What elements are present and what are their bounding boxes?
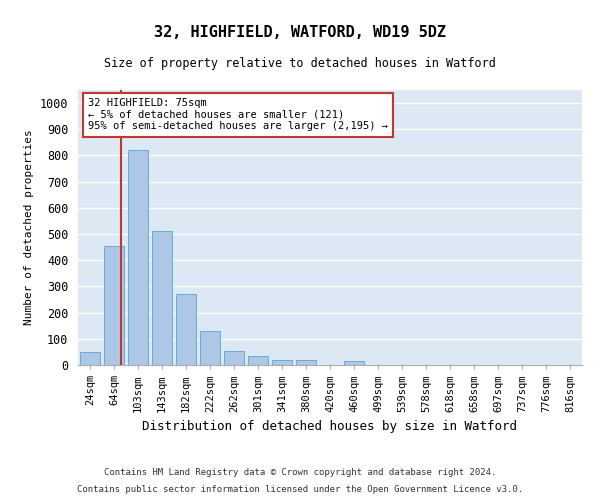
Bar xyxy=(80,352,100,365)
Text: Contains HM Land Registry data © Crown copyright and database right 2024.: Contains HM Land Registry data © Crown c… xyxy=(104,468,496,477)
Bar xyxy=(272,360,292,365)
Text: 32, HIGHFIELD, WATFORD, WD19 5DZ: 32, HIGHFIELD, WATFORD, WD19 5DZ xyxy=(154,25,446,40)
Bar xyxy=(128,150,148,365)
Bar xyxy=(248,356,268,365)
Bar xyxy=(224,350,244,365)
Bar xyxy=(104,246,124,365)
Text: Size of property relative to detached houses in Watford: Size of property relative to detached ho… xyxy=(104,58,496,70)
Y-axis label: Number of detached properties: Number of detached properties xyxy=(24,130,34,326)
Bar xyxy=(296,360,316,365)
Bar xyxy=(200,331,220,365)
Text: Contains public sector information licensed under the Open Government Licence v3: Contains public sector information licen… xyxy=(77,484,523,494)
Bar xyxy=(344,361,364,365)
Bar xyxy=(152,232,172,365)
Text: 32 HIGHFIELD: 75sqm
← 5% of detached houses are smaller (121)
95% of semi-detach: 32 HIGHFIELD: 75sqm ← 5% of detached hou… xyxy=(88,98,388,132)
Bar xyxy=(176,294,196,365)
X-axis label: Distribution of detached houses by size in Watford: Distribution of detached houses by size … xyxy=(143,420,517,433)
